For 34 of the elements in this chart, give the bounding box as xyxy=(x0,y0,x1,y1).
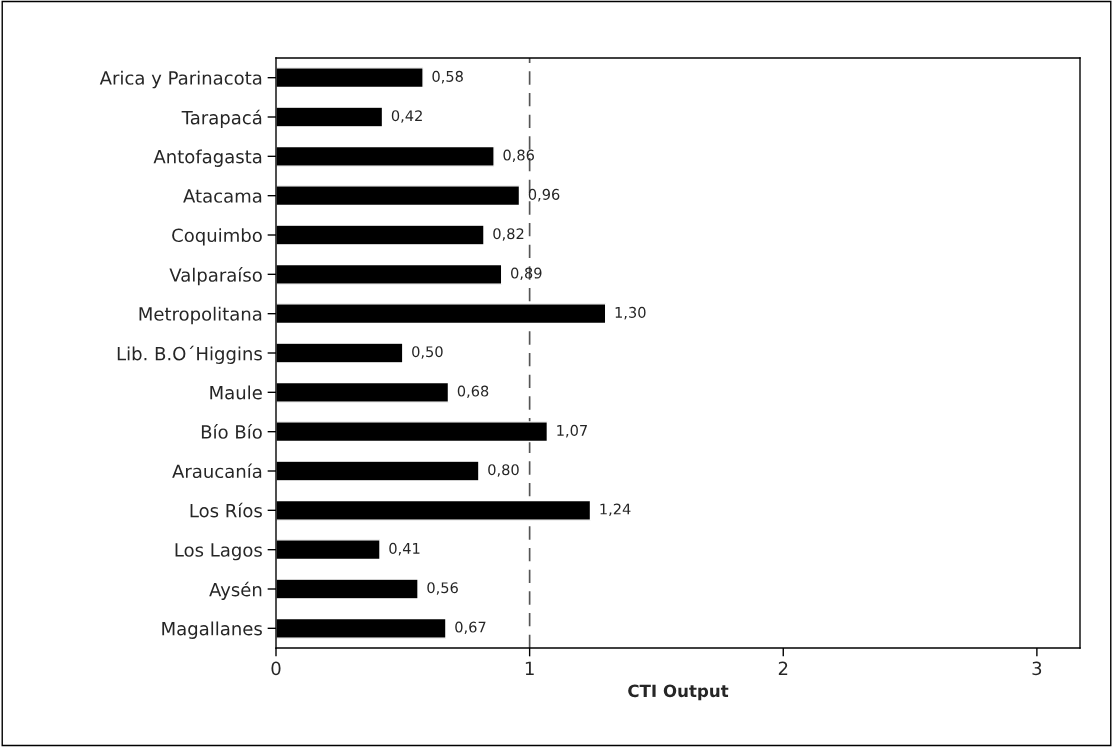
data-label: 0,96 xyxy=(528,188,560,202)
y-tick-label: Coquimbo xyxy=(172,228,262,246)
y-tick-label: Magallanes xyxy=(162,621,262,639)
y-tick-label: Antofagasta xyxy=(153,149,262,167)
y-tick-label: Arica y Parinacota xyxy=(99,70,262,89)
y-tick-label: Araucanía xyxy=(172,463,262,479)
data-label: 0,68 xyxy=(457,385,489,399)
x-tick-label: 1 xyxy=(525,661,534,675)
data-label: 0,56 xyxy=(427,582,458,595)
y-tick-label: Los Ríos xyxy=(190,502,262,518)
data-label: 0,42 xyxy=(391,110,422,123)
data-label: 0,41 xyxy=(389,542,420,556)
x-axis-title: CTI Output xyxy=(628,684,729,701)
data-label: 0,58 xyxy=(432,70,463,84)
y-tick-label: Tarapacá xyxy=(181,109,262,128)
data-label: 0,82 xyxy=(493,228,524,241)
y-tick-label: Atacama xyxy=(183,189,262,203)
y-tick-label: Valparaíso xyxy=(169,267,262,286)
x-tick-label: 3 xyxy=(1032,661,1042,676)
data-label: 1,24 xyxy=(600,503,631,517)
data-label: 1,07 xyxy=(557,424,587,438)
y-tick-label: Bío Bío xyxy=(201,424,262,439)
data-label: 0,67 xyxy=(455,621,486,635)
y-tick-label: Maule xyxy=(210,385,262,400)
y-tick-label: Metropolitana xyxy=(139,306,262,325)
y-tick-label: Aysén xyxy=(209,581,262,600)
data-label: 1,30 xyxy=(615,306,646,320)
data-label: 0,50 xyxy=(412,346,443,359)
data-label: 0,80 xyxy=(488,464,519,477)
x-tick-label: 0 xyxy=(271,661,281,676)
x-tick-label: 2 xyxy=(778,661,788,675)
data-label: 0,86 xyxy=(503,149,535,163)
y-tick-label: Lib. B.O´Higgins xyxy=(117,345,262,364)
y-tick-label: Los Lagos xyxy=(175,543,262,561)
